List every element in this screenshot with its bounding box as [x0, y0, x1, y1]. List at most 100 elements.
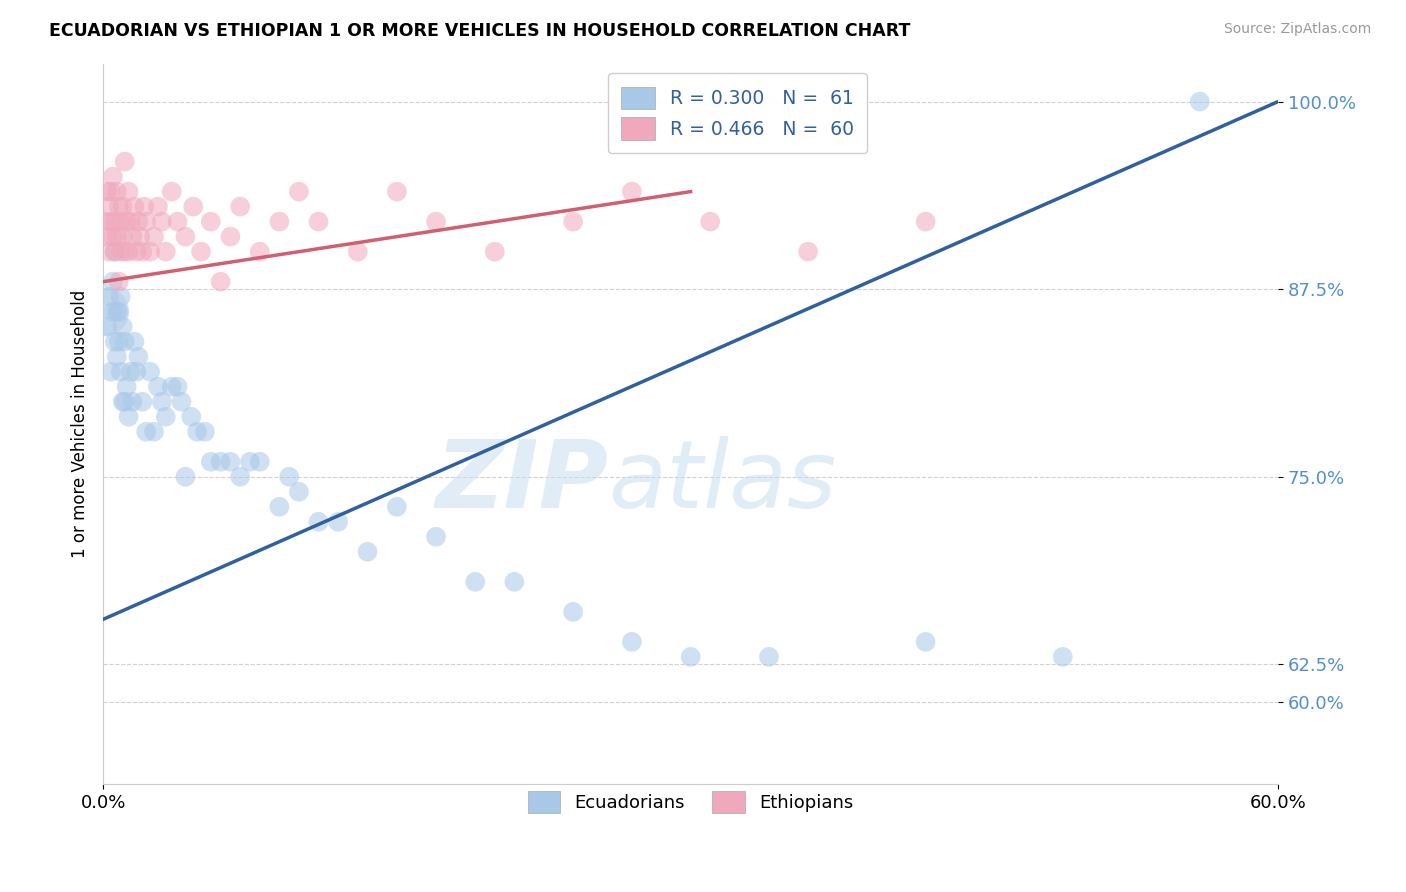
Point	[229, 469, 252, 483]
Point	[101, 275, 124, 289]
Text: atlas: atlas	[609, 436, 837, 527]
Point	[107, 304, 129, 318]
Point	[484, 244, 506, 259]
Text: ZIP: ZIP	[436, 436, 609, 528]
Point	[98, 244, 121, 259]
Point	[170, 394, 193, 409]
Point	[146, 380, 169, 394]
Point	[110, 214, 132, 228]
Point	[346, 244, 368, 259]
Point	[111, 394, 134, 409]
Point	[125, 244, 148, 259]
Point	[96, 229, 118, 244]
Point	[1052, 649, 1074, 664]
Point	[620, 185, 643, 199]
Point	[150, 394, 173, 409]
Point	[115, 214, 138, 228]
Legend: Ecuadorians, Ethiopians: Ecuadorians, Ethiopians	[515, 779, 866, 826]
Point	[288, 185, 311, 199]
Point	[111, 229, 134, 244]
Point	[425, 530, 447, 544]
Point	[111, 319, 134, 334]
Point	[129, 229, 152, 244]
Point	[96, 319, 118, 334]
Point	[110, 365, 132, 379]
Point	[174, 229, 197, 244]
Point	[120, 214, 142, 228]
Point	[98, 290, 121, 304]
Point	[121, 229, 143, 244]
Point	[425, 214, 447, 228]
Point	[914, 214, 936, 228]
Point	[249, 455, 271, 469]
Point	[229, 200, 252, 214]
Point	[194, 425, 217, 439]
Point	[699, 214, 721, 228]
Point	[117, 185, 139, 199]
Point	[269, 500, 291, 514]
Point	[124, 200, 146, 214]
Point	[308, 515, 330, 529]
Point	[620, 635, 643, 649]
Point	[160, 185, 183, 199]
Point	[200, 214, 222, 228]
Point	[94, 214, 117, 228]
Point	[135, 425, 157, 439]
Point	[146, 200, 169, 214]
Point	[100, 214, 122, 228]
Text: Source: ZipAtlas.com: Source: ZipAtlas.com	[1223, 22, 1371, 37]
Point	[105, 185, 128, 199]
Point	[94, 304, 117, 318]
Point	[107, 334, 129, 349]
Point	[139, 365, 162, 379]
Point	[278, 469, 301, 483]
Point	[101, 169, 124, 184]
Point	[134, 200, 156, 214]
Point	[562, 605, 585, 619]
Point	[385, 185, 408, 199]
Point	[107, 200, 129, 214]
Point	[308, 214, 330, 228]
Point	[117, 244, 139, 259]
Point	[166, 214, 188, 228]
Point	[503, 574, 526, 589]
Point	[120, 365, 142, 379]
Point	[105, 229, 128, 244]
Point	[160, 380, 183, 394]
Point	[117, 409, 139, 424]
Point	[114, 244, 136, 259]
Point	[104, 214, 127, 228]
Point	[127, 214, 149, 228]
Point	[124, 334, 146, 349]
Point	[110, 244, 132, 259]
Point	[105, 350, 128, 364]
Point	[127, 350, 149, 364]
Point	[135, 214, 157, 228]
Point	[125, 365, 148, 379]
Point	[464, 574, 486, 589]
Point	[107, 275, 129, 289]
Point	[914, 635, 936, 649]
Point	[115, 380, 138, 394]
Point	[239, 455, 262, 469]
Point	[190, 244, 212, 259]
Point	[155, 409, 177, 424]
Point	[249, 244, 271, 259]
Point	[679, 649, 702, 664]
Point	[110, 290, 132, 304]
Point	[114, 334, 136, 349]
Point	[288, 484, 311, 499]
Point	[219, 455, 242, 469]
Point	[180, 409, 202, 424]
Point	[209, 455, 232, 469]
Point	[200, 455, 222, 469]
Point	[209, 275, 232, 289]
Point	[269, 214, 291, 228]
Point	[143, 229, 166, 244]
Point	[143, 425, 166, 439]
Point	[121, 394, 143, 409]
Point	[131, 244, 153, 259]
Point	[105, 304, 128, 318]
Point	[104, 244, 127, 259]
Point	[181, 200, 204, 214]
